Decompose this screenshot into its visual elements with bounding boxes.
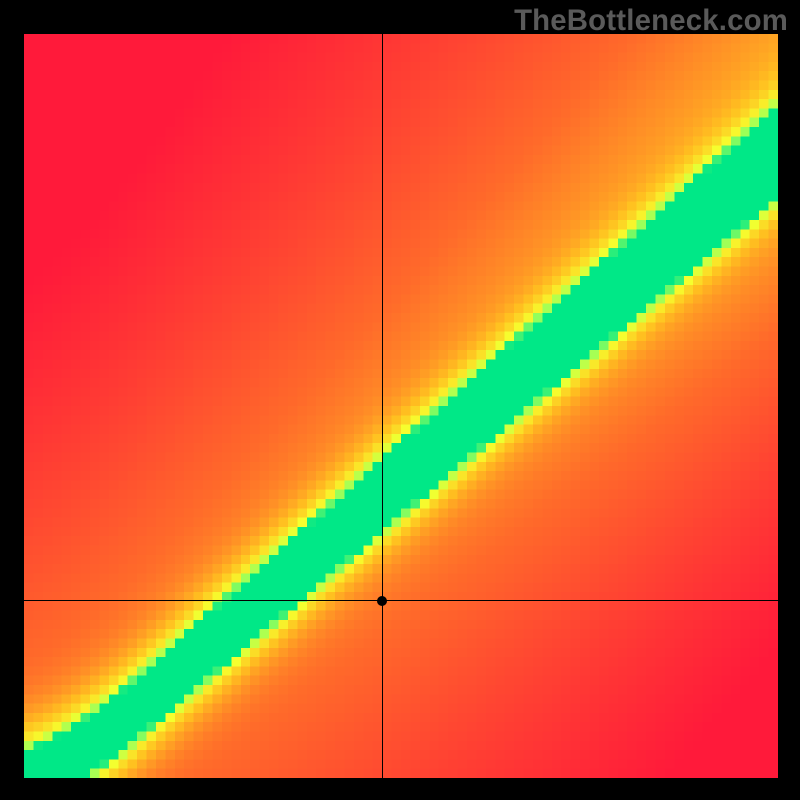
crosshair-marker-dot bbox=[377, 596, 387, 606]
crosshair-horizontal-line bbox=[24, 600, 778, 601]
crosshair-vertical-line bbox=[382, 34, 383, 778]
attribution-text: TheBottleneck.com bbox=[514, 4, 788, 38]
heatmap-plot-area bbox=[24, 34, 778, 778]
heatmap-canvas bbox=[24, 34, 778, 778]
figure-root: TheBottleneck.com bbox=[0, 0, 800, 800]
